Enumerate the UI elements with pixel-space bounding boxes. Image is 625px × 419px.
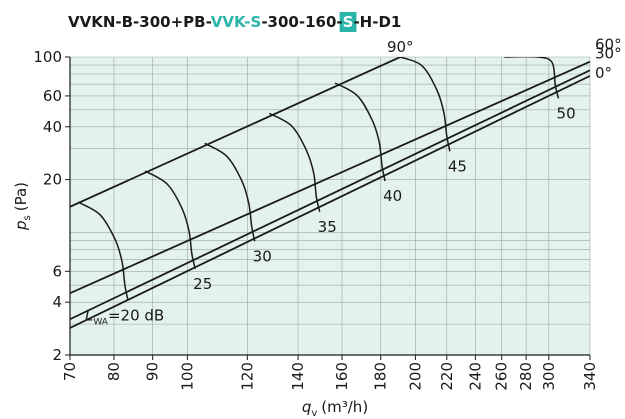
legend-label: 90° xyxy=(387,38,414,56)
x-tick-label: 80 xyxy=(105,362,123,381)
legend-label: 60° xyxy=(595,36,622,54)
contour-label: 35 xyxy=(318,218,337,236)
y-label-unit: (Pa) xyxy=(12,182,30,211)
x-tick-label: 100 xyxy=(178,362,196,391)
x-tick-label: 280 xyxy=(517,362,535,391)
contour-label: 30 xyxy=(253,247,272,265)
chart-title: VVKN-B-300+PB-VVK-S-300-160-S-H-D1 xyxy=(68,13,401,31)
title-part: -300-160- xyxy=(261,13,342,31)
plot-background xyxy=(70,57,590,355)
damper-line xyxy=(70,69,590,321)
contour-label: 50 xyxy=(557,104,576,122)
contour-label: 40 xyxy=(383,187,402,205)
x-tick-label: 120 xyxy=(238,362,256,391)
y-axis-label: ps (Pa) xyxy=(12,182,33,231)
x-label-subscript: v xyxy=(311,408,317,419)
y-tick-label: 2 xyxy=(52,346,62,364)
noise-contour xyxy=(400,57,451,152)
lwa-symbol: L xyxy=(85,306,93,324)
lwa-text: =20 dB xyxy=(108,306,164,324)
y-tick-label: 100 xyxy=(33,48,62,66)
noise-contour xyxy=(334,82,386,182)
contour-label: 25 xyxy=(193,275,212,293)
title-part: -H-D1 xyxy=(353,13,401,31)
title-part: VVKN-B-300+PB- xyxy=(68,13,212,31)
contour-label: 45 xyxy=(448,157,467,175)
y-tick-label: 40 xyxy=(43,118,62,136)
x-tick-label: 340 xyxy=(581,362,599,391)
title-part: VVK-S xyxy=(211,13,262,31)
noise-contour xyxy=(268,112,321,212)
y-tick-label: 6 xyxy=(52,262,62,280)
x-tick-label: 90 xyxy=(144,362,162,381)
x-label-unit: (m³/h) xyxy=(321,398,368,416)
damper-line xyxy=(70,57,401,208)
damper-line xyxy=(70,60,590,295)
x-axis-label: qv (m³/h) xyxy=(302,398,368,419)
x-tick-label: 240 xyxy=(466,362,484,391)
x-label-symbol: q xyxy=(302,398,312,416)
x-tick-label: 140 xyxy=(289,362,307,391)
x-tick-label: 180 xyxy=(372,362,390,391)
legend-label: 30° xyxy=(595,44,622,62)
legend-label: 0° xyxy=(595,64,612,82)
plot-area xyxy=(70,57,590,329)
x-tick-label: 160 xyxy=(333,362,351,391)
lwa-subscript: WA xyxy=(93,317,108,327)
title-part: S xyxy=(343,13,354,31)
x-tick-label: 300 xyxy=(540,362,558,391)
noise-contour xyxy=(204,142,256,242)
noise-contour xyxy=(77,201,129,301)
y-label-subscript: s xyxy=(22,215,33,220)
y-label-symbol: p xyxy=(12,220,30,231)
x-tick-label: 260 xyxy=(493,362,511,391)
title-badge xyxy=(339,12,357,32)
noise-contour xyxy=(144,170,196,269)
y-tick-label: 60 xyxy=(43,87,62,105)
damper-line xyxy=(70,75,590,329)
x-tick-label: 200 xyxy=(406,362,424,391)
x-tick-label: 70 xyxy=(61,362,79,381)
noise-contour xyxy=(504,57,560,99)
lwa-label: LWA=20 dB xyxy=(85,306,164,327)
y-tick-label: 20 xyxy=(43,171,62,189)
x-tick-label: 220 xyxy=(438,362,456,391)
y-tick-label: 4 xyxy=(52,293,62,311)
